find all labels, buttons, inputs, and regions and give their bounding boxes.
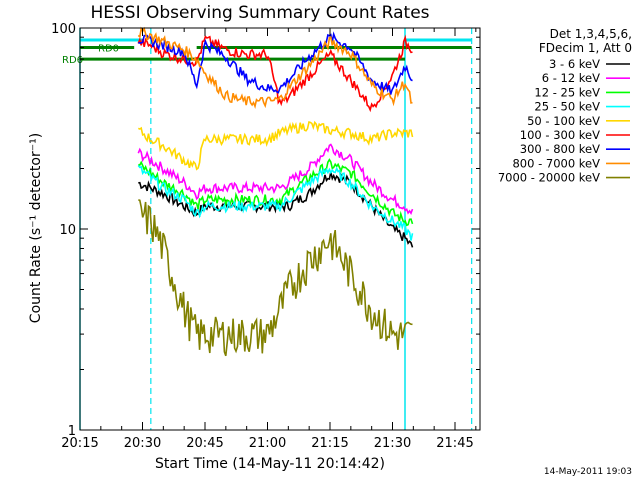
x-tick-label: 20:15: [61, 436, 98, 451]
series-line-5: [138, 120, 414, 171]
y-tick-label: 1: [68, 424, 76, 439]
x-tick-label: 21:30: [374, 436, 411, 451]
series-line-2: [137, 143, 414, 216]
y-tick-label: 100: [51, 22, 76, 37]
chart-title: HESSI Observing Summary Count Rates: [90, 3, 429, 23]
series-line-6: [137, 34, 413, 113]
annotation-rd6: RD6: [62, 55, 83, 66]
series-line-8: [137, 26, 413, 109]
x-tick-label: 21:00: [249, 436, 286, 451]
x-tick-label: 20:45: [186, 436, 223, 451]
x-axis-label: Start Time (14-May-11 20:14:42): [155, 456, 385, 472]
series-line-7: [138, 31, 413, 95]
legend-label-8: 800 - 7000 keV: [512, 156, 600, 170]
annotation-rd0: RD0: [98, 43, 119, 54]
legend-label-6: 100 - 300 keV: [520, 128, 600, 142]
x-tick-label: 21:45: [436, 436, 473, 451]
series-line-9: [138, 199, 413, 357]
legend-label-5: 50 - 100 keV: [527, 114, 600, 128]
legend-header-line-2: FDecim 1, Att 0: [539, 41, 632, 55]
legend-header-line-1: Det 1,3,4,5,6,: [550, 27, 632, 41]
legend-label-9: 7000 - 20000 keV: [498, 171, 600, 185]
date-stamp: 14-May-2011 19:03: [544, 467, 632, 477]
legend-label-7: 300 - 800 keV: [520, 142, 600, 156]
series-line-3: [138, 158, 414, 227]
x-tick-label: 20:30: [124, 436, 161, 451]
legend-label-4: 25 - 50 keV: [534, 100, 600, 114]
legend-label-1: 3 - 6 keV: [549, 57, 600, 71]
x-tick-label: 21:15: [311, 436, 348, 451]
y-axis-label: Count Rate (s⁻¹ detector⁻¹): [28, 133, 44, 323]
series-line-4: [137, 165, 414, 241]
y-tick-label: 10: [59, 223, 76, 238]
legend-label-3: 12 - 25 keV: [534, 85, 600, 99]
legend-label-2: 6 - 12 keV: [542, 71, 600, 85]
